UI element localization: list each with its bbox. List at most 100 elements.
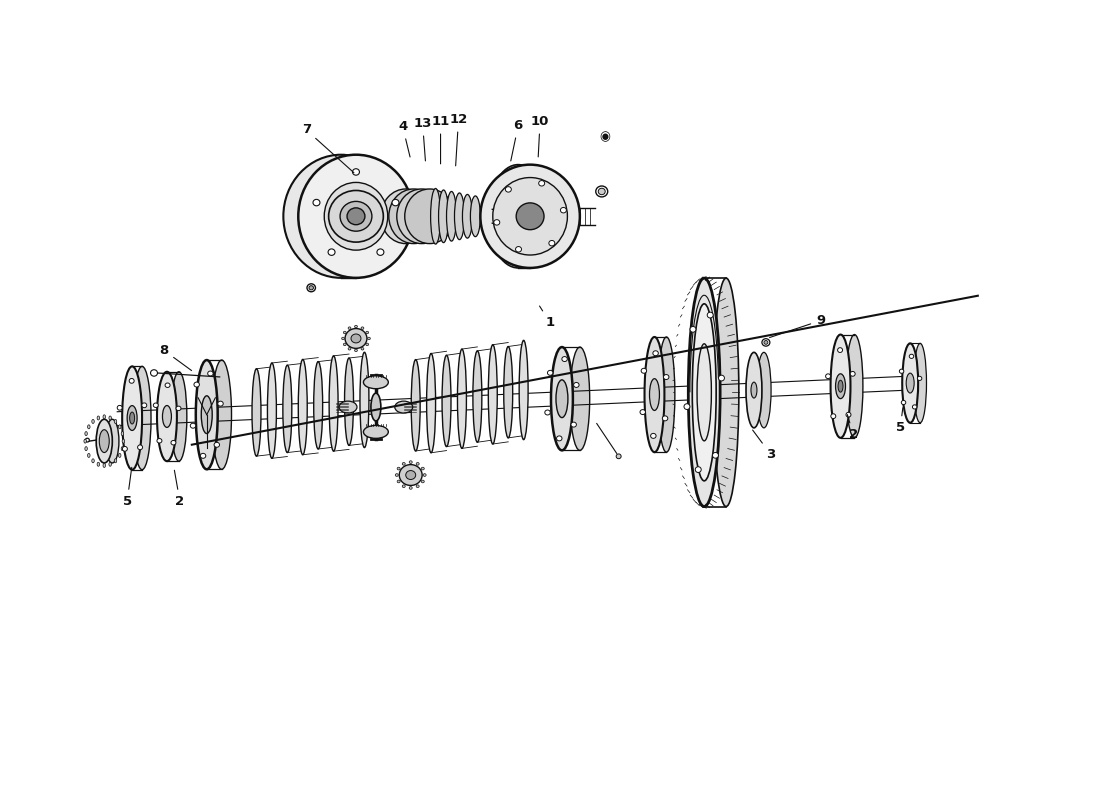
Ellipse shape — [403, 485, 405, 487]
Ellipse shape — [342, 338, 344, 340]
Ellipse shape — [324, 182, 387, 250]
Ellipse shape — [650, 434, 656, 438]
Ellipse shape — [91, 459, 95, 462]
Ellipse shape — [121, 446, 123, 450]
Ellipse shape — [165, 383, 170, 387]
Ellipse shape — [343, 343, 346, 346]
Ellipse shape — [395, 401, 412, 413]
Ellipse shape — [912, 405, 917, 409]
Ellipse shape — [409, 486, 412, 490]
Ellipse shape — [363, 426, 388, 438]
Ellipse shape — [684, 404, 690, 410]
Ellipse shape — [430, 189, 441, 244]
Text: 5: 5 — [122, 467, 132, 508]
Ellipse shape — [129, 378, 134, 383]
Ellipse shape — [176, 406, 182, 410]
Ellipse shape — [283, 365, 292, 453]
Text: 4: 4 — [398, 121, 410, 157]
Ellipse shape — [352, 169, 360, 175]
Ellipse shape — [458, 349, 466, 448]
Ellipse shape — [695, 466, 701, 473]
Ellipse shape — [348, 327, 351, 330]
Ellipse shape — [142, 403, 146, 408]
Ellipse shape — [84, 439, 87, 443]
Ellipse shape — [361, 327, 364, 330]
Ellipse shape — [689, 278, 720, 506]
Ellipse shape — [361, 347, 364, 350]
Ellipse shape — [360, 352, 368, 447]
Ellipse shape — [366, 331, 368, 334]
Ellipse shape — [399, 465, 422, 486]
Ellipse shape — [516, 203, 544, 230]
Ellipse shape — [442, 355, 451, 446]
Ellipse shape — [416, 485, 419, 487]
Ellipse shape — [403, 462, 405, 465]
Ellipse shape — [103, 463, 106, 467]
Ellipse shape — [157, 438, 162, 443]
Ellipse shape — [119, 425, 121, 429]
Ellipse shape — [122, 439, 124, 443]
Ellipse shape — [88, 425, 90, 429]
Ellipse shape — [427, 354, 436, 453]
Ellipse shape — [846, 334, 862, 438]
Ellipse shape — [194, 382, 199, 387]
Ellipse shape — [649, 378, 659, 410]
Ellipse shape — [836, 374, 846, 398]
Ellipse shape — [298, 359, 307, 454]
Ellipse shape — [218, 401, 223, 406]
Ellipse shape — [697, 344, 712, 441]
Ellipse shape — [397, 480, 400, 483]
Ellipse shape — [641, 368, 647, 374]
Ellipse shape — [348, 347, 351, 350]
Ellipse shape — [751, 382, 757, 398]
Ellipse shape — [397, 467, 400, 470]
Ellipse shape — [690, 326, 696, 332]
Ellipse shape — [351, 334, 361, 343]
Ellipse shape — [471, 196, 481, 237]
Ellipse shape — [571, 422, 576, 427]
Ellipse shape — [837, 348, 843, 353]
Ellipse shape — [329, 356, 338, 451]
Ellipse shape — [190, 423, 196, 428]
Ellipse shape — [846, 412, 851, 417]
Ellipse shape — [596, 186, 607, 197]
Ellipse shape — [906, 373, 914, 393]
Ellipse shape — [493, 178, 568, 255]
Ellipse shape — [153, 403, 158, 407]
Ellipse shape — [488, 345, 497, 444]
Ellipse shape — [329, 190, 383, 242]
Ellipse shape — [371, 393, 381, 421]
Ellipse shape — [481, 165, 580, 268]
Text: 11: 11 — [431, 115, 450, 164]
Ellipse shape — [488, 165, 548, 268]
Ellipse shape — [354, 326, 358, 328]
Text: 12: 12 — [449, 114, 468, 166]
Ellipse shape — [421, 467, 425, 470]
Ellipse shape — [109, 462, 111, 466]
Ellipse shape — [914, 343, 926, 423]
Ellipse shape — [170, 441, 176, 445]
Ellipse shape — [328, 249, 336, 255]
Ellipse shape — [570, 347, 590, 450]
Ellipse shape — [718, 375, 725, 381]
Ellipse shape — [103, 415, 106, 418]
Ellipse shape — [473, 351, 482, 442]
Ellipse shape — [157, 372, 177, 461]
Ellipse shape — [447, 191, 456, 241]
Ellipse shape — [692, 304, 716, 481]
Ellipse shape — [212, 360, 231, 470]
Ellipse shape — [557, 436, 562, 441]
Ellipse shape — [900, 369, 904, 374]
Ellipse shape — [298, 154, 414, 278]
Ellipse shape — [562, 357, 568, 362]
Text: 5: 5 — [895, 408, 905, 434]
Ellipse shape — [214, 442, 220, 447]
Ellipse shape — [88, 454, 90, 458]
Ellipse shape — [713, 453, 718, 458]
Ellipse shape — [170, 372, 187, 461]
Ellipse shape — [539, 181, 544, 186]
Ellipse shape — [267, 363, 276, 458]
Ellipse shape — [454, 193, 464, 240]
Ellipse shape — [519, 340, 528, 440]
Ellipse shape — [252, 369, 261, 456]
